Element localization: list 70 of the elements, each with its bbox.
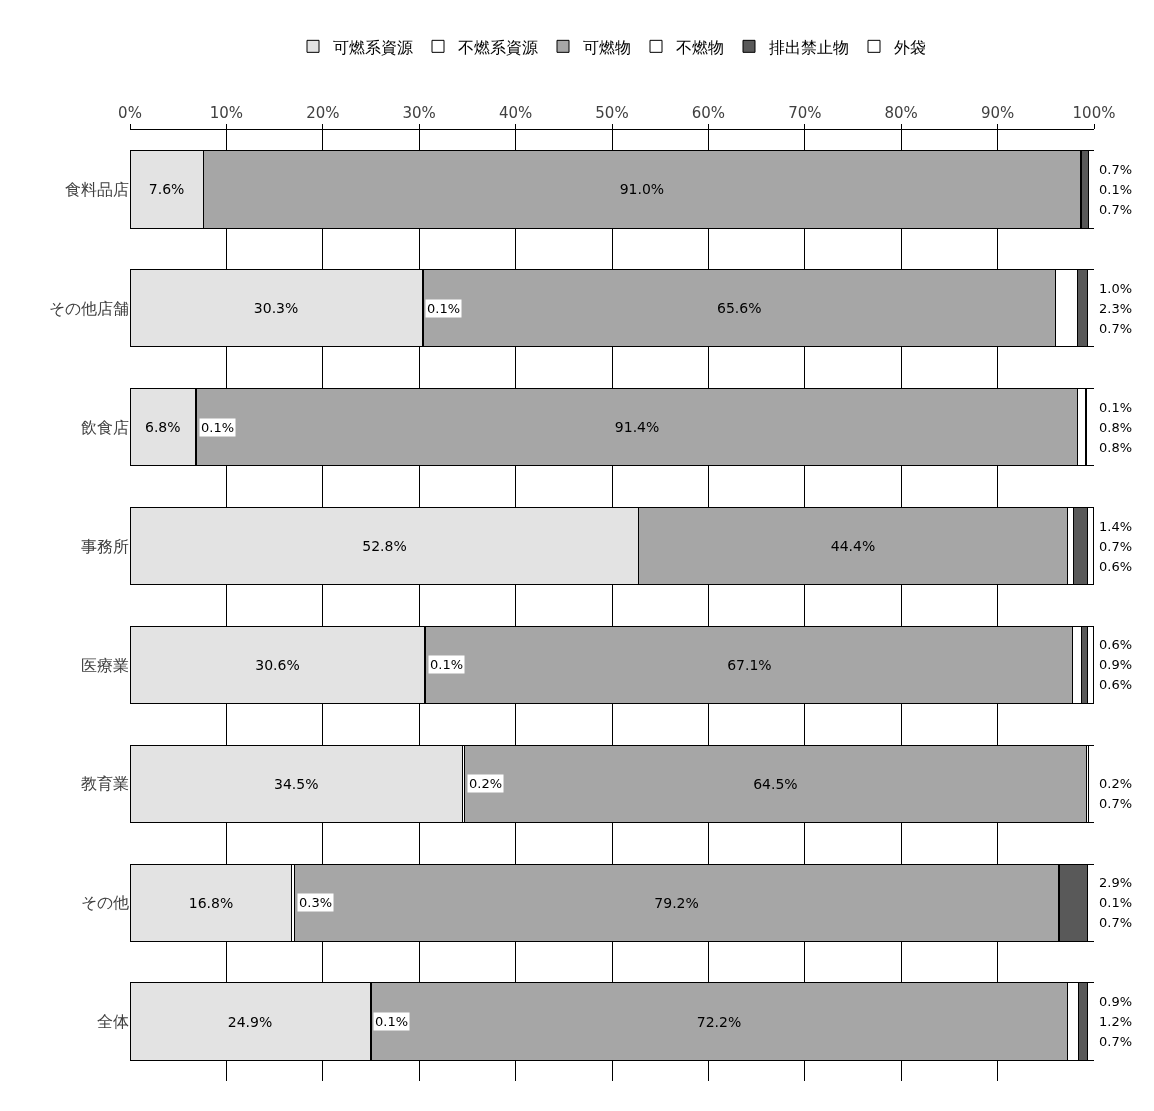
data-label: 0.1% [1099, 895, 1133, 910]
data-label: 0.7% [1099, 915, 1133, 930]
data-label: 2.9% [1099, 875, 1133, 890]
data-label: 67.1% [727, 656, 772, 673]
data-label: 7.6% [148, 181, 185, 198]
data-label: 0.2% [469, 776, 503, 791]
data-label: 0.8% [1099, 440, 1133, 455]
data-label: 1.0% [1099, 281, 1133, 296]
data-label: 34.5% [274, 775, 319, 792]
data-label: 0.1% [201, 420, 235, 435]
data-label: 52.8% [362, 538, 407, 555]
data-label: 0.1% [1099, 182, 1133, 197]
x-tick-label: 100% [1072, 104, 1116, 122]
data-label: 30.3% [253, 300, 299, 317]
data-label: 0.7% [1099, 796, 1133, 811]
y-tick-label: 飲食店 [81, 417, 129, 437]
data-label: 0.1% [1099, 400, 1133, 415]
legend-label: 可燃物 [583, 37, 631, 57]
x-tick-label: 20% [306, 104, 340, 122]
data-label: 0.7% [1099, 202, 1133, 217]
x-tick-label: 70% [788, 104, 822, 122]
x-tick-label: 10% [209, 104, 244, 122]
y-tick-label: その他店舗 [49, 298, 129, 318]
data-label: 6.8% [144, 419, 181, 436]
y-tick-label: 食料品店 [65, 180, 129, 200]
data-label: 44.4% [830, 538, 876, 555]
data-label: 0.7% [1099, 1034, 1133, 1049]
x-tick-label: 0% [118, 104, 142, 122]
x-tick-label: 40% [498, 104, 533, 122]
legend-label: 外袋 [894, 37, 926, 57]
y-tick-label: 全体 [97, 1012, 129, 1032]
data-label: 91.4% [614, 419, 660, 436]
legend-label: 排出禁止物 [769, 37, 849, 57]
x-tick-label: 90% [980, 104, 1015, 122]
data-label: 0.6% [1099, 559, 1133, 574]
data-label: 0.6% [1099, 637, 1133, 652]
data-label: 0.6% [1099, 677, 1133, 692]
data-label: 72.2% [696, 1013, 742, 1030]
data-label: 64.5% [753, 775, 798, 792]
data-label: 1.2% [1099, 1014, 1133, 1029]
data-label: 0.1% [375, 1014, 409, 1029]
data-label: 65.6% [717, 300, 762, 317]
data-label: 0.2% [1099, 776, 1133, 791]
y-tick-label: 教育業 [81, 774, 129, 794]
x-tick-label: 80% [884, 104, 918, 122]
y-tick-label: その他 [81, 893, 129, 913]
legend-label: 不燃系資源 [458, 37, 538, 57]
data-label: 79.2% [654, 894, 699, 911]
data-label: 0.7% [1099, 321, 1133, 336]
y-tick-label: 事務所 [81, 536, 129, 556]
data-label: 24.9% [227, 1013, 273, 1030]
data-label: 0.7% [1099, 539, 1133, 554]
data-label: 0.1% [430, 657, 464, 672]
data-label: 0.7% [1099, 162, 1133, 177]
data-label: 0.1% [427, 301, 461, 316]
x-tick-label: 60% [691, 104, 726, 122]
x-tick-label: 30% [402, 104, 436, 122]
data-label: 0.8% [1099, 420, 1133, 435]
legend-label: 不燃物 [676, 37, 724, 57]
data-label: 0.9% [1099, 657, 1133, 672]
data-label: 0.3% [299, 895, 333, 910]
data-label: 16.8% [188, 894, 234, 911]
data-label: 30.6% [255, 656, 300, 673]
data-label: 91.0% [619, 181, 665, 198]
legend-label: 可燃系資源 [333, 37, 413, 57]
data-label: 0.9% [1099, 994, 1133, 1009]
data-label: 2.3% [1099, 301, 1133, 316]
x-tick-label: 50% [595, 104, 629, 122]
y-tick-label: 医療業 [81, 655, 129, 675]
data-label: 1.4% [1099, 519, 1133, 534]
